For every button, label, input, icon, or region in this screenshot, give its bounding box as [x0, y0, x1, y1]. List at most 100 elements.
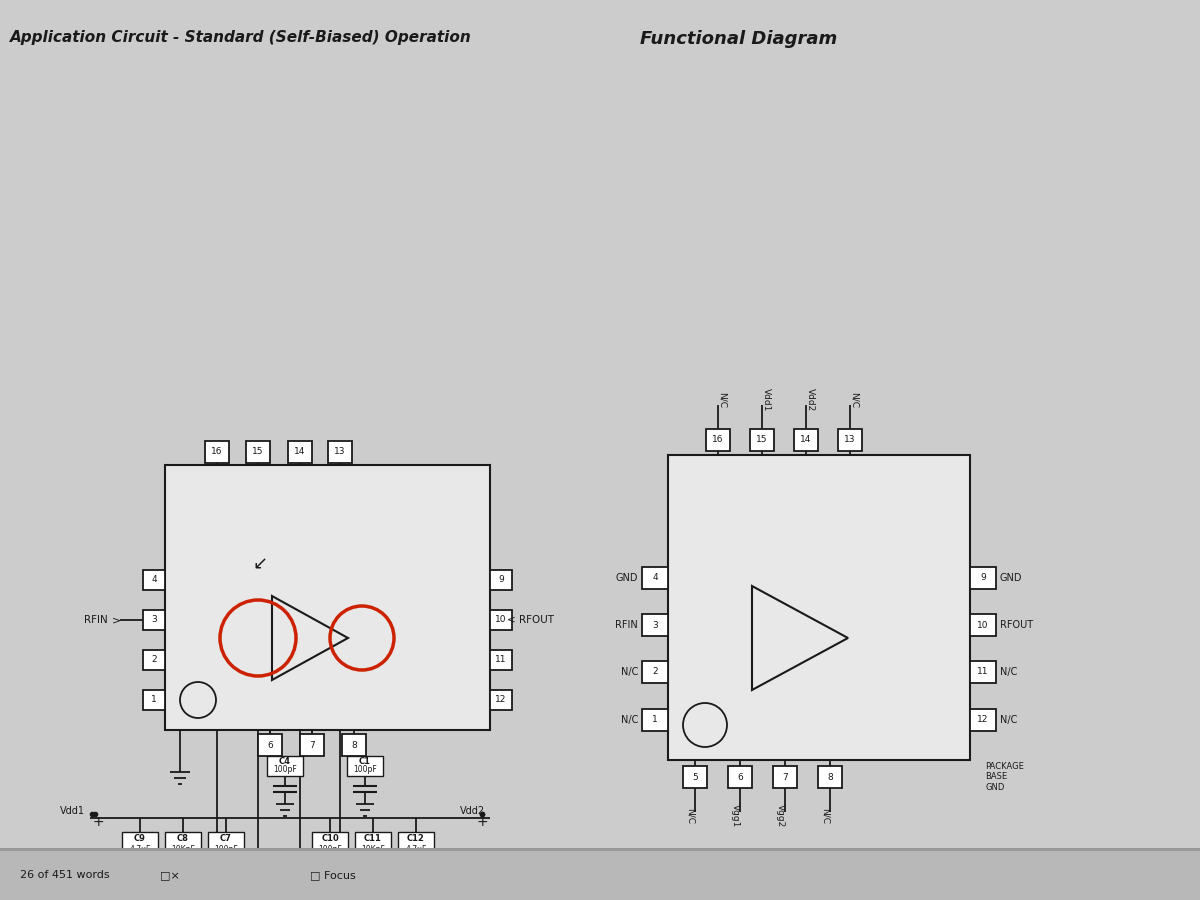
- Bar: [750, 429, 774, 451]
- Text: Vdd2: Vdd2: [806, 389, 815, 411]
- Text: 8: 8: [352, 741, 356, 750]
- Text: Vdd1: Vdd1: [60, 806, 85, 816]
- Bar: [970, 709, 996, 731]
- Bar: [258, 734, 282, 756]
- Text: 15: 15: [756, 436, 768, 445]
- Text: 2: 2: [151, 655, 157, 664]
- Text: 7: 7: [310, 741, 314, 750]
- Text: 16: 16: [211, 447, 223, 456]
- Bar: [166, 832, 202, 854]
- Text: Vgg1: Vgg1: [731, 805, 740, 828]
- Text: N/C: N/C: [1000, 667, 1018, 677]
- Text: C8: C8: [178, 834, 188, 843]
- Text: GND: GND: [616, 573, 638, 583]
- Bar: [328, 441, 352, 463]
- Text: 10KpF: 10KpF: [172, 845, 194, 854]
- Text: 100pF: 100pF: [214, 845, 238, 854]
- Bar: [143, 570, 166, 590]
- Text: 12: 12: [977, 716, 989, 724]
- Text: 2: 2: [652, 668, 658, 677]
- Bar: [683, 766, 707, 788]
- Text: C9: C9: [134, 834, 146, 843]
- Text: GND: GND: [1000, 573, 1022, 583]
- Text: 4: 4: [151, 575, 157, 584]
- Bar: [838, 429, 862, 451]
- Text: 3: 3: [652, 620, 658, 629]
- Text: 10: 10: [496, 616, 506, 625]
- Text: 100pF: 100pF: [318, 845, 342, 854]
- Text: 6: 6: [268, 741, 272, 750]
- Bar: [166, 465, 490, 730]
- Text: ↙: ↙: [252, 556, 268, 574]
- Bar: [246, 441, 270, 463]
- Text: +: +: [92, 815, 103, 829]
- Text: N/C: N/C: [718, 392, 727, 408]
- Text: 9: 9: [980, 573, 986, 582]
- Text: N/C: N/C: [620, 715, 638, 725]
- Text: 5: 5: [692, 772, 698, 781]
- Text: 11: 11: [977, 668, 989, 677]
- Text: +: +: [476, 815, 488, 829]
- Text: 100pF: 100pF: [274, 766, 296, 775]
- Text: 4: 4: [652, 573, 658, 582]
- Text: 10: 10: [977, 620, 989, 629]
- Text: C12: C12: [407, 834, 425, 843]
- Bar: [208, 832, 244, 854]
- Bar: [642, 567, 668, 589]
- Text: 8: 8: [827, 772, 833, 781]
- Bar: [642, 709, 668, 731]
- Bar: [143, 610, 166, 630]
- Text: PACKAGE
BASE
GND: PACKAGE BASE GND: [985, 762, 1024, 792]
- Bar: [122, 832, 158, 854]
- Bar: [818, 766, 842, 788]
- Bar: [0, 848, 1200, 851]
- Bar: [490, 610, 512, 630]
- Text: C11: C11: [364, 834, 382, 843]
- Text: 100pF: 100pF: [353, 766, 377, 775]
- Bar: [794, 429, 818, 451]
- Text: N/C: N/C: [620, 667, 638, 677]
- Bar: [398, 832, 434, 854]
- Text: RFOUT: RFOUT: [1000, 620, 1033, 630]
- Text: Application Circuit - Standard (Self-Biased) Operation: Application Circuit - Standard (Self-Bia…: [10, 30, 472, 45]
- Text: 4.7uF: 4.7uF: [130, 845, 151, 854]
- Text: 16: 16: [713, 436, 724, 445]
- Text: C1: C1: [359, 758, 371, 767]
- Text: C4: C4: [278, 758, 292, 767]
- Bar: [970, 567, 996, 589]
- Text: >: >: [112, 615, 121, 625]
- Text: 1: 1: [652, 716, 658, 724]
- Text: Functional Diagram: Functional Diagram: [640, 30, 838, 48]
- Bar: [205, 441, 229, 463]
- Bar: [0, 850, 1200, 900]
- Text: C7: C7: [220, 834, 232, 843]
- Text: N/C: N/C: [1000, 715, 1018, 725]
- Text: C10: C10: [322, 834, 338, 843]
- Bar: [728, 766, 752, 788]
- Text: N/C: N/C: [821, 808, 830, 824]
- Text: 13: 13: [335, 447, 346, 456]
- Text: □×: □×: [160, 870, 180, 880]
- Text: 1: 1: [151, 696, 157, 705]
- Bar: [642, 661, 668, 683]
- Bar: [706, 429, 730, 451]
- Bar: [773, 766, 797, 788]
- Bar: [970, 614, 996, 636]
- Text: □ Focus: □ Focus: [310, 870, 355, 880]
- Text: 6: 6: [737, 772, 743, 781]
- Text: < RFOUT: < RFOUT: [508, 615, 554, 625]
- Text: Vgg2: Vgg2: [776, 805, 785, 828]
- Text: 10KpF: 10KpF: [361, 845, 385, 854]
- Text: 14: 14: [294, 447, 306, 456]
- Text: N/C: N/C: [850, 392, 859, 408]
- Text: N/C: N/C: [686, 808, 695, 824]
- Bar: [642, 614, 668, 636]
- Text: 13: 13: [845, 436, 856, 445]
- Text: 12: 12: [496, 696, 506, 705]
- Text: Vdd2: Vdd2: [460, 806, 485, 816]
- Text: 15: 15: [252, 447, 264, 456]
- Text: 3: 3: [151, 616, 157, 625]
- Bar: [490, 570, 512, 590]
- Bar: [668, 455, 970, 760]
- Text: 11: 11: [496, 655, 506, 664]
